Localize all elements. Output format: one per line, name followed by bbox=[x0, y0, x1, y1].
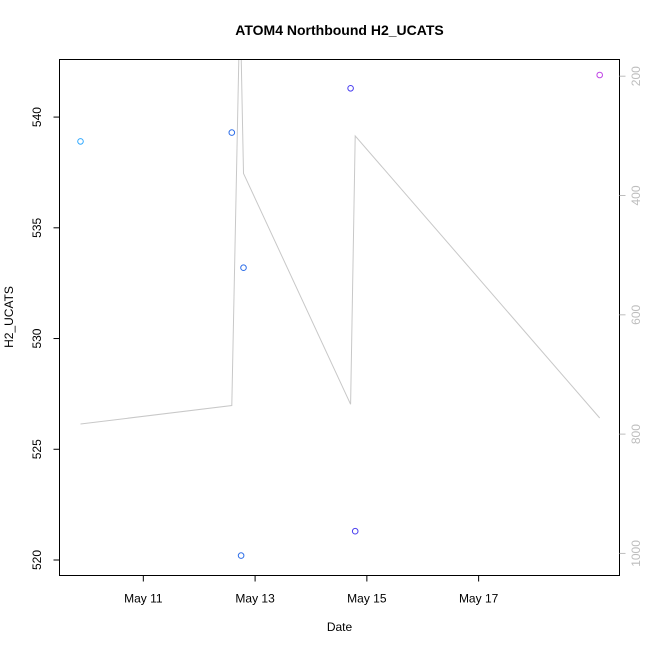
x-tick-label: May 15 bbox=[347, 592, 387, 606]
line-layer bbox=[80, 59, 601, 425]
x-tick-label: May 17 bbox=[459, 592, 499, 606]
y-axis-label: H2_UCATS bbox=[2, 286, 16, 348]
right-tick-label: 800 bbox=[629, 424, 643, 444]
x-axis: May 11 May 13 May 15 May 17 bbox=[124, 575, 499, 606]
data-point bbox=[228, 129, 236, 136]
x-tick-label: May 11 bbox=[124, 592, 163, 606]
right-tick-label: 200 bbox=[629, 66, 643, 86]
data-point bbox=[347, 85, 354, 92]
x-axis-label: Date bbox=[327, 620, 353, 634]
chart-title: ATOM4 Northbound H2_UCATS bbox=[235, 22, 443, 38]
y-tick-label: 525 bbox=[30, 439, 44, 459]
right-axis: 200 400 600 800 1000 bbox=[619, 66, 643, 567]
right-tick-label: 400 bbox=[629, 185, 643, 205]
data-point bbox=[596, 71, 604, 79]
y-axis: 520 525 530 535 540 bbox=[30, 107, 60, 570]
plot-frame bbox=[59, 59, 620, 576]
y-tick-label: 535 bbox=[30, 217, 44, 237]
data-point bbox=[240, 264, 247, 272]
y-tick-label: 540 bbox=[30, 107, 44, 127]
points-layer bbox=[77, 71, 604, 559]
y-tick-label: 520 bbox=[30, 550, 44, 570]
y-tick-label: 530 bbox=[30, 328, 44, 348]
right-tick-label: 1000 bbox=[629, 540, 643, 567]
data-point bbox=[237, 552, 245, 559]
right-tick-label: 600 bbox=[629, 304, 643, 324]
series-line bbox=[80, 59, 601, 425]
x-tick-label: May 13 bbox=[235, 592, 275, 606]
data-point bbox=[351, 527, 359, 535]
data-point bbox=[77, 138, 84, 145]
